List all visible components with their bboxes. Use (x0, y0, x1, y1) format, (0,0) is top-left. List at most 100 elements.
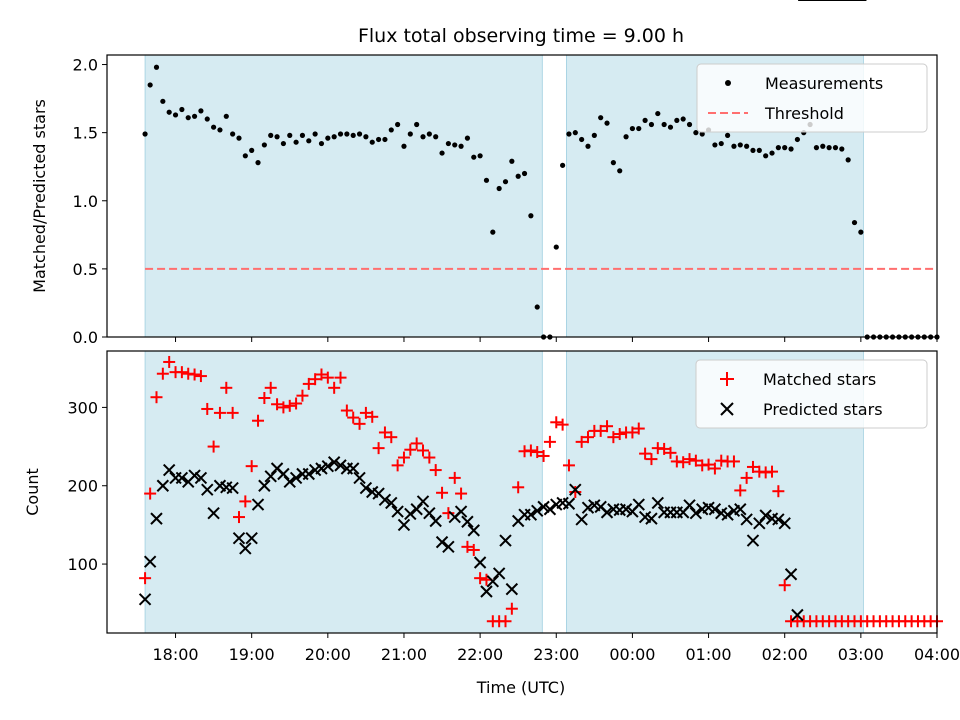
predicted-star-point (492, 567, 506, 580)
predicted-star-point (645, 512, 658, 525)
matched-star-point (455, 487, 468, 500)
top-y-ticks: 0.0 0.5 1.0 1.5 2.0 (73, 56, 107, 347)
measurement-point (585, 143, 591, 149)
measurement-point (179, 106, 185, 113)
predicted-star-point (791, 608, 804, 622)
matched-star-point (417, 444, 430, 457)
measurement-point (236, 135, 242, 141)
matched-star-point (442, 507, 455, 520)
bottom-y-axis-label: Count (23, 468, 42, 516)
y-tick-label: 0.5 (73, 260, 98, 279)
matched-star-point (410, 437, 423, 450)
predicted-star-point (258, 479, 271, 492)
observing-window (144, 350, 543, 634)
predicted-star-point (429, 514, 442, 528)
predicted-star-point (410, 503, 423, 516)
matched-star-point (626, 426, 639, 439)
matched-star-point (372, 442, 385, 455)
predicted-star-point (784, 568, 798, 581)
measurement-point (299, 132, 306, 138)
predicted-star-point (194, 471, 208, 485)
measurement-point (230, 131, 236, 137)
measurement-point (509, 158, 515, 164)
matched-star-point (683, 453, 696, 466)
matched-star-point (689, 454, 702, 467)
measurement-point (782, 145, 788, 151)
matched-star-point (340, 404, 353, 417)
predicted-star-point (201, 483, 214, 496)
measurement-point (718, 140, 724, 147)
predicted-star-point (334, 459, 347, 472)
predicted-star-point (467, 524, 480, 537)
measurement-point (191, 113, 198, 119)
measurement-point (642, 117, 648, 123)
predicted-star-point (391, 505, 404, 518)
measurement-point (560, 162, 566, 168)
predicted-star-point (251, 498, 265, 511)
measurement-point (433, 134, 439, 140)
matched-star-point (677, 456, 690, 469)
matched-star-point (245, 460, 258, 473)
legend-threshold: Threshold (764, 104, 844, 123)
predicted-star-point (397, 518, 411, 532)
measurement-point (382, 136, 388, 143)
measurement-point (515, 173, 521, 179)
matched-star-point (213, 406, 226, 419)
measurement-point (185, 115, 191, 121)
measurement-point (312, 131, 318, 137)
measurement-point (655, 110, 661, 117)
predicted-star-point (232, 532, 246, 545)
measurement-point (763, 153, 769, 159)
measurement-point (820, 143, 826, 149)
chart-title: Flux total observing time = 9.00 h (358, 25, 684, 47)
y-tick-label: 1.0 (73, 192, 98, 211)
measurement-point (211, 124, 217, 130)
measurement-point (142, 131, 148, 137)
matched-star-point (461, 540, 474, 553)
predicted-star-point (302, 467, 315, 481)
measurement-point (794, 136, 800, 143)
matched-star-point (252, 414, 265, 427)
predicted-star-point (683, 499, 696, 512)
predicted-star-point (207, 506, 220, 520)
measurement-point (153, 64, 160, 70)
measurement-point (839, 146, 845, 152)
measurement-point (280, 140, 287, 147)
matched-star-point (639, 447, 652, 460)
predicted-star-point (385, 496, 398, 510)
measurement-point (261, 142, 267, 148)
predicted-star-point (378, 493, 392, 507)
matched-star-point (366, 410, 379, 423)
measurement-point (160, 98, 166, 104)
matched-star-point (664, 446, 677, 459)
matched-star-point (537, 449, 550, 462)
top-panel: 0.00.51.01.52.0 Matched/Predicted stars … (30, 54, 940, 347)
matched-star-point (562, 459, 575, 472)
matched-star-point (201, 402, 214, 415)
matched-star-point (569, 486, 582, 498)
measurement-point (369, 139, 375, 145)
measurement-point (395, 121, 401, 128)
bottom-axes-frame (106, 350, 938, 634)
predicted-legend-marker (720, 402, 734, 416)
predicted-star-point (651, 496, 665, 510)
matched-star-point (290, 397, 303, 410)
matched-star-point (188, 368, 201, 381)
matched-star-point (613, 428, 626, 441)
matched-star-point (423, 451, 436, 464)
matched-legend-marker (720, 372, 734, 386)
measurement-point (731, 143, 737, 149)
matched-star-point (347, 411, 360, 424)
measurement-point (750, 147, 756, 153)
matched-star-point (283, 399, 296, 412)
predicted-star-point (689, 506, 703, 520)
predicted-star-point (277, 467, 290, 481)
matched-star-point (328, 381, 341, 394)
measurement-point (337, 131, 344, 137)
predicted-star-point (746, 534, 760, 547)
measurement-point (344, 131, 350, 137)
measurement-point (350, 132, 356, 138)
top-measurements (142, 64, 940, 340)
matched-star-point (734, 484, 747, 497)
measurement-point (407, 131, 413, 137)
